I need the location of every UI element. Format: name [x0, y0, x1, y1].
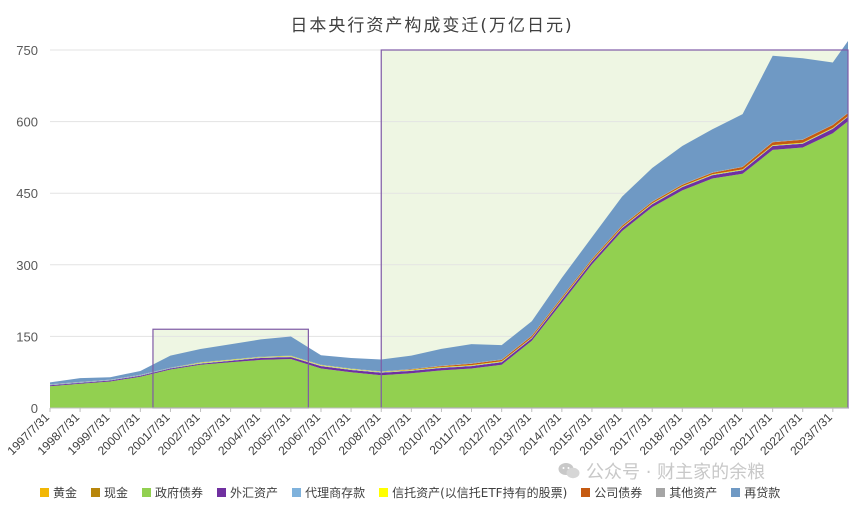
legend-item: 现金 [91, 484, 128, 501]
legend-label: 现金 [104, 486, 129, 500]
y-axis-ticks: 750 600 450 300 150 0 [16, 43, 38, 416]
legend-label: 政府债券 [155, 486, 204, 500]
area-series-2 [50, 121, 848, 408]
legend-swatch [581, 488, 591, 497]
legend-item: 政府债券 [142, 484, 203, 501]
legend-label: 代理商存款 [305, 486, 366, 500]
y-tick-label: 0 [31, 401, 38, 416]
legend-item: 外汇资产 [217, 484, 278, 501]
y-tick-label: 150 [16, 329, 38, 344]
legend-swatch [142, 488, 152, 497]
legend-item: 公司债券 [581, 484, 642, 501]
legend-item: 代理商存款 [292, 484, 365, 501]
legend-item: 黄金 [40, 484, 77, 501]
legend-swatch [217, 488, 227, 497]
legend-label: 黄金 [53, 486, 78, 500]
y-tick-label: 450 [16, 186, 38, 201]
legend-item: 再贷款 [731, 484, 780, 501]
y-tick-label: 300 [16, 258, 38, 273]
legend-item: 其他资产 [656, 484, 717, 501]
legend-label: 外汇资产 [230, 486, 279, 500]
legend-swatch [40, 488, 49, 497]
legend: 黄金 现金 政府债券 外汇资产 代理商存款 信托资产(以信托ETF持有的股票) 公司债券 其他… [40, 484, 840, 501]
x-axis-ticks: 1997/7/311998/7/311999/7/312000/7/312001… [4, 408, 835, 458]
legend-swatch [656, 488, 666, 497]
legend-label: 信托资产(以信托ETF持有的股票) [392, 486, 568, 500]
legend-swatch [292, 488, 302, 497]
chart-title: 日本央行资产构成变迁(万亿日元) [290, 16, 573, 36]
legend-label: 其他资产 [669, 486, 718, 500]
legend-label: 公司债券 [594, 486, 643, 500]
watermark-text: 公众号 · 财主家的余粮 [586, 462, 766, 483]
legend-item: 信托资产(以信托ETF持有的股票) [379, 484, 567, 501]
legend-swatch [91, 488, 101, 497]
y-tick-label: 600 [16, 115, 38, 130]
watermark: 公众号 · 财主家的余粮 [558, 458, 765, 484]
area-series-8 [50, 41, 848, 385]
y-tick-label: 750 [16, 43, 38, 58]
legend-swatch [379, 488, 389, 497]
legend-label: 再贷款 [744, 486, 781, 500]
legend-swatch [731, 488, 741, 497]
wechat-icon [558, 463, 580, 479]
